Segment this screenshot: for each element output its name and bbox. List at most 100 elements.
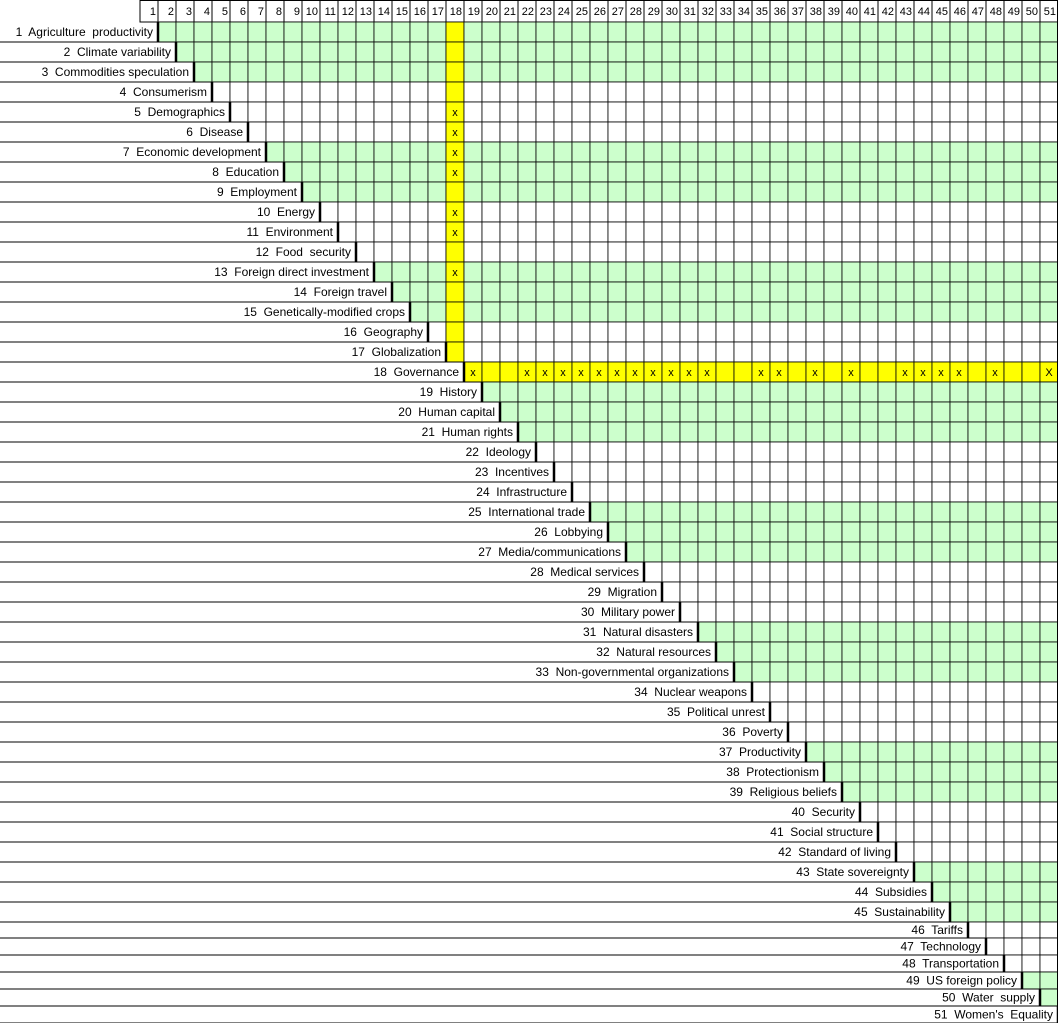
- cell: [1021, 921, 1041, 939]
- cell: [517, 181, 537, 203]
- cell: [823, 601, 843, 623]
- cell: [895, 541, 915, 563]
- cell: [841, 81, 861, 103]
- cell: [787, 401, 807, 423]
- cell: [553, 61, 573, 83]
- cell: [787, 301, 807, 323]
- cell: [679, 41, 699, 63]
- cell: [679, 581, 699, 603]
- cell: [643, 141, 663, 163]
- cell: [895, 381, 915, 403]
- cell: [715, 641, 735, 663]
- cell: [733, 181, 753, 203]
- cell: [787, 121, 807, 143]
- cell: [841, 561, 861, 583]
- cell: [1039, 971, 1058, 990]
- cell: [409, 81, 429, 103]
- row-label: 44 Subsidies: [855, 885, 927, 899]
- cell: [445, 241, 465, 263]
- cell: [967, 541, 987, 563]
- cell-mark: x: [452, 127, 458, 139]
- cell: [607, 461, 627, 483]
- cell: [553, 421, 573, 443]
- cell: [751, 641, 771, 663]
- cell: [1039, 321, 1058, 343]
- cell: [769, 181, 789, 203]
- cell: [985, 541, 1005, 563]
- cell: [1039, 954, 1058, 973]
- cell: [427, 81, 447, 103]
- cell: [841, 701, 861, 723]
- cell: [949, 741, 969, 763]
- cell: [715, 421, 735, 443]
- cell: [715, 121, 735, 143]
- cell: [427, 281, 447, 303]
- cell: [769, 41, 789, 63]
- cell: [715, 541, 735, 563]
- cell: [463, 161, 483, 183]
- cell: [1003, 681, 1023, 703]
- cell: [373, 241, 393, 263]
- cell: [571, 41, 591, 63]
- cell: [877, 441, 897, 463]
- cell: [913, 61, 933, 83]
- cell: [391, 201, 411, 223]
- cell: [337, 141, 357, 163]
- cell: [301, 181, 321, 203]
- cell: [823, 41, 843, 63]
- cell: [1021, 781, 1041, 803]
- cell: [733, 641, 753, 663]
- column-header: 18: [450, 6, 462, 18]
- cell: [895, 501, 915, 523]
- cell: [409, 221, 429, 243]
- column-header: 50: [1026, 6, 1038, 18]
- cell: [499, 341, 519, 363]
- cell: [985, 861, 1005, 883]
- cell: [841, 681, 861, 703]
- cell: [1003, 621, 1023, 643]
- cell: [895, 561, 915, 583]
- cell: [805, 61, 825, 83]
- cell: [283, 41, 303, 63]
- cell: [859, 241, 879, 263]
- cell: [589, 301, 609, 323]
- cell: [967, 181, 987, 203]
- cell: [823, 361, 843, 383]
- cell: [643, 481, 663, 503]
- cell: [499, 361, 519, 383]
- cell: [607, 381, 627, 403]
- cell: [679, 61, 699, 83]
- cell-mark: x: [776, 367, 782, 379]
- cell: [805, 661, 825, 683]
- cell-mark: x: [452, 167, 458, 179]
- cell: [589, 381, 609, 403]
- cell: [1003, 401, 1023, 423]
- cell: [931, 401, 951, 423]
- cell: [571, 101, 591, 123]
- cell: [1021, 181, 1041, 203]
- cell: [625, 401, 645, 423]
- cell: [895, 681, 915, 703]
- cell: [877, 421, 897, 443]
- cell: [589, 341, 609, 363]
- cell: [787, 41, 807, 63]
- cell: [841, 301, 861, 323]
- cell: [517, 421, 537, 443]
- cell: [715, 601, 735, 623]
- cell: [1039, 381, 1058, 403]
- cell: [265, 121, 285, 143]
- cell: [769, 21, 789, 43]
- cell: [661, 341, 681, 363]
- cell: [1021, 641, 1041, 663]
- cell-mark: x: [938, 367, 944, 379]
- cell: [931, 621, 951, 643]
- cell: [607, 321, 627, 343]
- cell: [535, 381, 555, 403]
- cell: [913, 181, 933, 203]
- cell: [1039, 81, 1058, 103]
- cell: [985, 201, 1005, 223]
- cell: [571, 261, 591, 283]
- cell: [517, 341, 537, 363]
- cell: [391, 101, 411, 123]
- cell: [895, 761, 915, 783]
